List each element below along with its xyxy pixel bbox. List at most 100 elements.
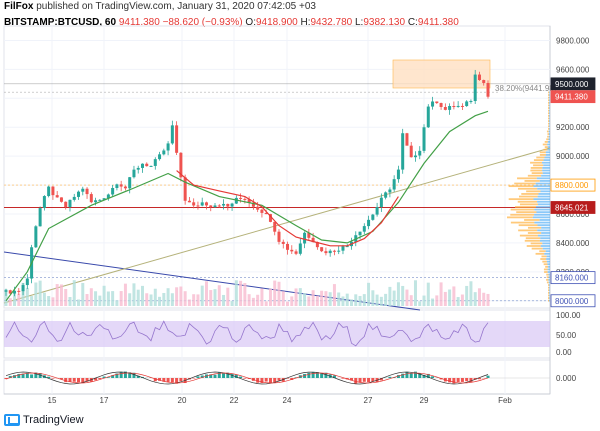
volume-bar xyxy=(307,296,311,306)
volume-profile-bar xyxy=(543,263,548,266)
volume-bar xyxy=(226,287,230,306)
candle-body xyxy=(341,246,345,251)
fib-level-label: 38.20%(9441.98) xyxy=(495,84,557,93)
macd-histogram-bar xyxy=(68,378,72,382)
ascending-trendline[interactable] xyxy=(3,147,551,304)
candle-body xyxy=(209,205,213,207)
macd-histogram-bar xyxy=(81,378,85,383)
candle-body xyxy=(367,219,371,227)
macd-histogram-bar xyxy=(175,378,179,384)
volume-bar xyxy=(294,288,298,306)
macd-line[interactable] xyxy=(5,371,489,385)
macd-histogram-bar xyxy=(379,378,383,381)
macd-histogram-bar xyxy=(123,371,127,378)
macd-histogram-bar xyxy=(469,378,473,383)
candle-body xyxy=(345,246,349,248)
macd-histogram-bar xyxy=(367,378,371,383)
volume-bar xyxy=(486,293,490,306)
macd-histogram-bar xyxy=(213,374,217,378)
volume-bar xyxy=(469,281,473,306)
volume-bar xyxy=(379,296,383,306)
volume-profile-bar xyxy=(548,114,550,117)
macd-histogram-bar xyxy=(315,372,319,378)
candle-body xyxy=(482,80,486,83)
volume-bar xyxy=(94,291,98,306)
volume-profile-bar xyxy=(541,174,550,177)
macd-histogram-bar xyxy=(111,375,115,378)
candle-body xyxy=(98,199,102,201)
macd-histogram-bar xyxy=(217,372,221,378)
macd-histogram-bar xyxy=(162,378,166,382)
volume-profile-bar xyxy=(508,185,534,188)
macd-histogram-bar xyxy=(273,378,277,383)
macd-signal-line[interactable] xyxy=(5,372,489,384)
volume-profile-bar xyxy=(546,260,550,263)
volume-profile-bar xyxy=(548,99,550,102)
volume-bar xyxy=(136,289,140,306)
macd-histogram-bar xyxy=(354,378,358,384)
price-chart[interactable]: 38.20%(9441.98) 9800.0009600.0009400.000… xyxy=(0,0,600,412)
volume-profile-bar xyxy=(537,224,550,227)
volume-bar xyxy=(187,299,191,306)
volume-bar xyxy=(426,282,430,306)
macd-histogram-bar xyxy=(350,378,354,381)
macd-axis-tick-label: 0.000 xyxy=(556,374,577,383)
volume-bar xyxy=(132,283,136,306)
volume-bar xyxy=(243,283,247,306)
volume-bar xyxy=(341,296,345,306)
price-axis-tick-label: 9000.000 xyxy=(556,152,590,161)
volume-profile-bar xyxy=(524,239,540,242)
macd-histogram-bar xyxy=(226,372,230,378)
volume-profile-bar xyxy=(544,271,548,273)
candle-body xyxy=(68,199,72,208)
macd-histogram-bar xyxy=(256,378,260,383)
volume-profile-bar xyxy=(518,229,538,232)
volume-profile-bar xyxy=(537,200,550,203)
time-axis-tick-label: 22 xyxy=(230,396,239,405)
time-axis-tick-label: 20 xyxy=(178,396,187,405)
volume-profile-bar xyxy=(545,265,549,268)
candle-body xyxy=(337,250,341,252)
volume-profile-bar xyxy=(549,122,550,125)
volume-profile-bar xyxy=(527,226,542,229)
macd-histogram-bar xyxy=(196,376,200,378)
macd-histogram-bar xyxy=(409,373,413,378)
volume-profile-bar xyxy=(542,172,550,175)
rsi-axis-tick-label: 0.00 xyxy=(556,348,572,357)
volume-bar xyxy=(158,296,162,306)
macd-histogram-bar xyxy=(286,378,290,379)
volume-profile-bar xyxy=(531,172,543,175)
tradingview-logo[interactable]: TradingView xyxy=(4,414,84,426)
candle-body xyxy=(59,197,63,202)
candle-body xyxy=(405,133,409,146)
volume-profile-bar xyxy=(527,174,542,177)
macd-histogram-bar xyxy=(98,378,102,380)
volume-bar xyxy=(482,292,486,306)
macd-histogram-bar xyxy=(222,372,226,378)
volume-bar xyxy=(13,290,17,306)
candlestick-series[interactable] xyxy=(4,69,490,297)
volume-bar xyxy=(251,297,255,306)
volume-bar xyxy=(51,297,55,306)
volume-bar xyxy=(128,293,132,306)
candle-body xyxy=(298,243,302,254)
moving-average-slow[interactable] xyxy=(5,110,489,302)
publisher-name[interactable]: FilFox xyxy=(4,1,34,12)
volume-profile-bar xyxy=(549,96,550,99)
volume-profile-bar xyxy=(549,299,550,302)
volume-profile-bar xyxy=(548,278,550,281)
volume-profile-bar xyxy=(546,278,549,281)
volume-profile-bar xyxy=(519,203,538,206)
rsi-line[interactable] xyxy=(5,320,489,347)
candle-body xyxy=(413,155,417,158)
volume-profile-bar xyxy=(526,190,541,193)
candle-body xyxy=(196,205,200,207)
candle-body xyxy=(358,231,362,236)
symbol-label[interactable]: BITSTAMP:BTCUSD, 60 xyxy=(4,17,117,28)
candle-body xyxy=(166,143,170,151)
volume-bar xyxy=(332,284,336,306)
moving-average-fast[interactable] xyxy=(176,170,399,247)
volume-profile-bar xyxy=(516,211,537,214)
macd-histogram-bar xyxy=(115,373,119,378)
volume-bar xyxy=(396,282,400,306)
